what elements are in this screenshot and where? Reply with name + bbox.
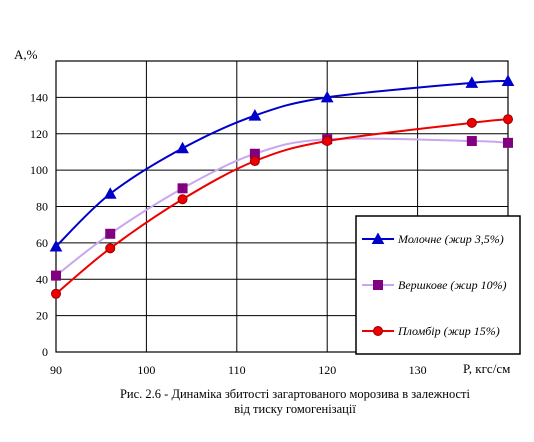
- data-point-triangle: [103, 187, 117, 199]
- data-point-circle: [51, 288, 61, 299]
- x-axis-label: P, кгс/см: [463, 361, 510, 376]
- legend-marker-square: [373, 280, 383, 290]
- data-point-square: [105, 228, 116, 239]
- data-point-triangle: [320, 90, 334, 103]
- y-tick-labels: 0 20 40 60 80 100 120 140: [30, 90, 48, 359]
- x-tick-label: 130: [409, 363, 427, 377]
- legend-label: Молочне (жир 3,5%): [397, 232, 504, 246]
- data-point-circle: [249, 156, 260, 167]
- legend-label: Вершкове (жир 10%): [398, 278, 507, 292]
- data-point-triangle: [465, 76, 479, 88]
- data-point-triangle: [176, 141, 189, 154]
- data-point-circle: [105, 243, 116, 254]
- data-point-square: [466, 136, 477, 147]
- y-tick-label: 80: [36, 200, 48, 214]
- x-tick-label: 90: [50, 363, 62, 377]
- x-tick-labels: 90 100 110 120 130: [50, 363, 427, 377]
- y-tick-label: 120: [30, 127, 48, 141]
- y-tick-label: 20: [36, 309, 48, 323]
- legend-marker-circle: [373, 326, 383, 336]
- data-point-triangle: [501, 74, 515, 87]
- data-point-square: [503, 137, 513, 148]
- data-point-circle: [466, 117, 477, 128]
- plot-area-border: [55, 60, 509, 353]
- data-point-circle: [322, 136, 333, 147]
- x-tick-label: 110: [228, 363, 246, 377]
- series-markers: [49, 74, 515, 299]
- figure-caption-line-1: Рис. 2.6 - Динаміка збитості загартовано…: [119, 387, 470, 401]
- data-point-triangle: [248, 109, 262, 121]
- y-tick-label: 0: [42, 345, 48, 359]
- y-tick-label: 100: [30, 163, 48, 177]
- data-point-circle: [503, 114, 513, 125]
- y-axis-label: A,%: [14, 47, 38, 62]
- y-tick-label: 60: [36, 236, 48, 250]
- data-point-circle: [177, 194, 188, 205]
- legend-label: Пломбір (жир 15%): [397, 324, 500, 338]
- y-tick-label: 40: [36, 272, 48, 286]
- x-tick-label: 120: [318, 363, 336, 377]
- legend-marker-triangle: [371, 232, 385, 244]
- data-point-triangle: [49, 239, 63, 252]
- y-tick-label: 140: [30, 90, 48, 104]
- figure-caption-line-2: від тиску гомогенізації: [234, 402, 356, 416]
- x-tick-label: 100: [137, 363, 155, 377]
- data-point-square: [51, 270, 61, 281]
- legend: Молочне (жир 3,5%) Вершкове (жир 10%) Плом…: [355, 215, 521, 355]
- data-point-square: [177, 183, 188, 194]
